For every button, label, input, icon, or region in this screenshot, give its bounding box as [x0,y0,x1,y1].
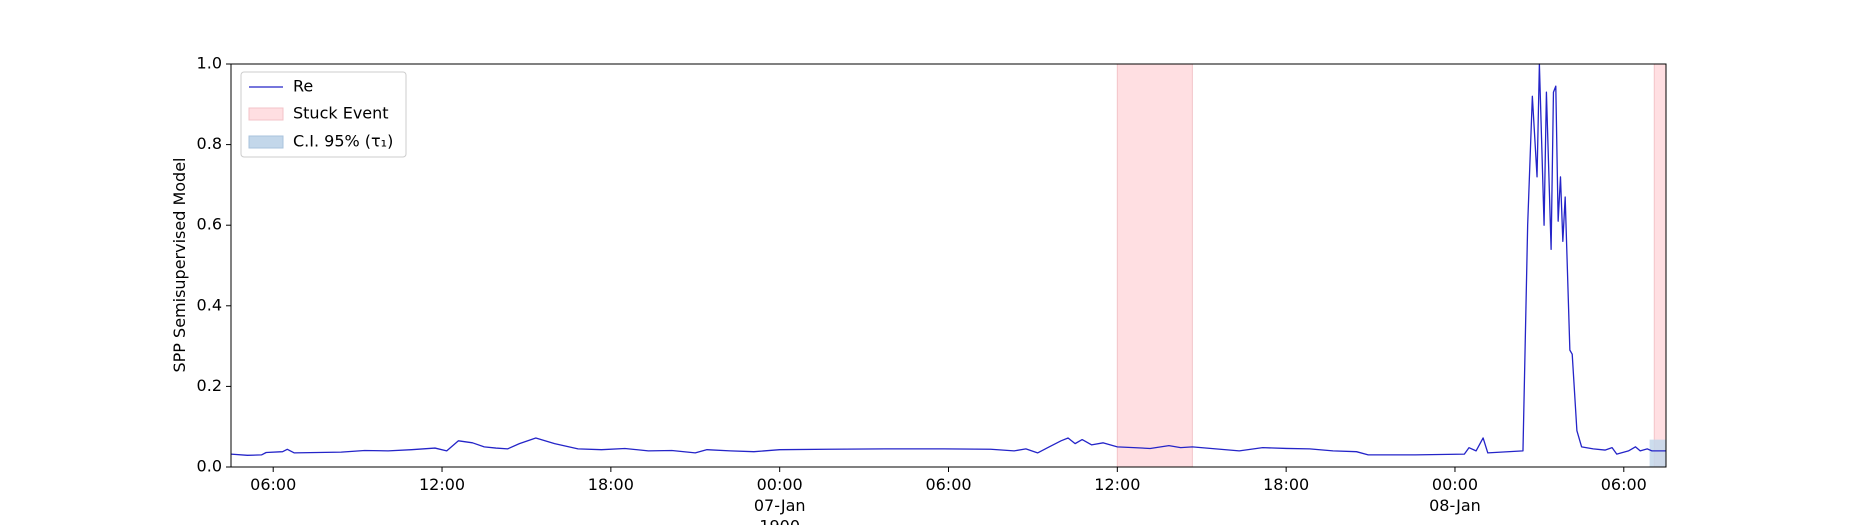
x-tick-label: 12:00 [419,475,465,494]
legend-label: Re [293,77,313,96]
y-tick-label: 0.6 [197,215,222,234]
x-tick-label: 06:00 [1601,475,1647,494]
legend-label: Stuck Event [293,104,389,123]
x-tick-label: 12:00 [1094,475,1140,494]
x-tick-label: 18:00 [1263,475,1309,494]
y-tick-label: 0.2 [197,376,222,395]
stuck-event-span [1116,63,1193,468]
plot-frame [230,63,1667,468]
y-tick-label: 0.8 [197,134,222,153]
y-axis-label: SPP Semisupervised Model [170,158,189,373]
x-tick-label: 00:00 08-Jan [1429,475,1481,515]
y-tick-label: 0.0 [197,457,222,476]
legend-swatch [248,135,284,149]
x-tick-label: 06:00 [250,475,296,494]
legend-swatch [248,107,284,121]
stuck-event-span [1653,63,1667,468]
legend: Re Stuck Event C.I. 95% (τ₁) [240,71,407,158]
ci-band [1649,439,1666,467]
series-line [230,63,1666,456]
y-tick-label: 1.0 [197,54,222,73]
x-tick-label: 18:00 [588,475,634,494]
legend-label: C.I. 95% (τ₁) [293,132,393,151]
x-tick-label: 06:00 [925,475,971,494]
y-tick-label: 0.4 [197,295,222,314]
